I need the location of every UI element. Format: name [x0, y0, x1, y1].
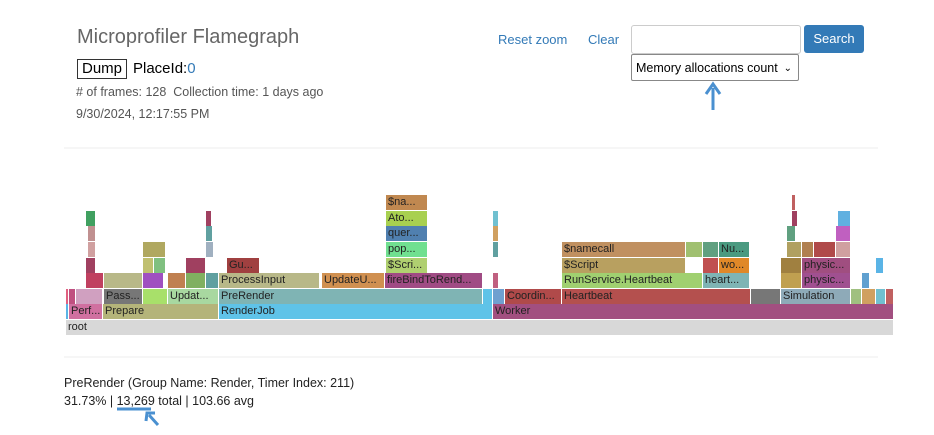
frame[interactable]: Simulation	[781, 288, 851, 304]
timestamp: 9/30/2024, 12:17:55 PM	[76, 107, 210, 121]
frame[interactable]	[69, 288, 76, 304]
reset-zoom[interactable]: Reset zoom	[498, 32, 568, 47]
frame[interactable]	[206, 226, 213, 242]
frame[interactable]	[86, 210, 96, 226]
frame[interactable]	[802, 242, 814, 257]
frame[interactable]	[751, 288, 781, 304]
frame[interactable]	[206, 273, 219, 289]
frame[interactable]	[836, 242, 851, 257]
frame[interactable]	[76, 288, 103, 304]
title: Microprofiler Flamegraph	[77, 26, 300, 48]
frame[interactable]: Ato...	[386, 210, 428, 226]
frame[interactable]: wo...	[719, 257, 750, 273]
frame[interactable]: Coordin...	[505, 288, 562, 304]
frame[interactable]: PreRender	[219, 288, 483, 304]
frame[interactable]: Pass...	[104, 288, 143, 304]
place-id-link[interactable]: 0	[187, 60, 196, 77]
frame[interactable]	[703, 242, 719, 257]
frame[interactable]	[186, 273, 206, 289]
frame[interactable]	[483, 288, 493, 304]
frame[interactable]	[66, 288, 69, 304]
frame[interactable]	[862, 288, 876, 304]
frame[interactable]: $Scri...	[386, 257, 428, 273]
frame[interactable]	[836, 226, 851, 242]
frame[interactable]: Gu...	[227, 257, 260, 273]
frame[interactable]	[781, 273, 802, 289]
frame[interactable]	[86, 273, 104, 289]
frame[interactable]	[493, 273, 499, 289]
frame[interactable]	[143, 288, 168, 304]
frame[interactable]: Worker	[493, 304, 894, 320]
frame[interactable]: Perf...	[69, 304, 103, 320]
frame[interactable]: Heartbeat	[562, 288, 751, 304]
frame[interactable]	[787, 242, 802, 257]
frame[interactable]	[493, 210, 499, 226]
frame[interactable]: RenderJob	[219, 304, 493, 320]
frame[interactable]: $Script	[562, 257, 686, 273]
frames-info: # of frames: 128 Collection time: 1 days…	[76, 85, 324, 99]
frame[interactable]	[168, 273, 186, 289]
clear[interactable]: Clear	[588, 32, 620, 47]
place-id: PlaceId:0	[133, 60, 196, 78]
arrow	[147, 413, 160, 427]
frame[interactable]	[862, 273, 870, 289]
frame[interactable]	[86, 257, 96, 273]
frame[interactable]	[493, 242, 499, 257]
chevron: ⌄	[783, 63, 792, 74]
mode-select[interactable]: Memory allocations count ⌄	[631, 54, 799, 81]
details-title: PreRender (Group Name: Render, Timer Ind…	[64, 376, 355, 390]
frame[interactable]	[206, 242, 214, 257]
frame[interactable]: physic...	[802, 257, 851, 273]
frame[interactable]: Nu...	[719, 242, 750, 257]
frame[interactable]	[781, 257, 802, 273]
arrow-head	[144, 411, 155, 422]
frame[interactable]: Updat...	[168, 288, 219, 304]
frame[interactable]: quer...	[386, 226, 428, 242]
search-input[interactable]	[631, 25, 801, 54]
frame[interactable]	[143, 242, 166, 257]
search-button[interactable]: Search	[804, 25, 864, 53]
frame[interactable]	[493, 288, 505, 304]
frame[interactable]	[703, 257, 719, 273]
frame[interactable]	[876, 257, 884, 273]
frame[interactable]	[686, 242, 703, 257]
frame[interactable]	[186, 257, 206, 273]
frame[interactable]	[838, 210, 851, 226]
frame[interactable]	[787, 226, 796, 242]
frame[interactable]: fireBindToRend...	[385, 273, 483, 289]
arrow-head	[704, 81, 722, 95]
frame[interactable]: heart...	[703, 273, 750, 289]
frame[interactable]	[143, 257, 154, 273]
frame[interactable]: $namecall	[562, 242, 686, 257]
frame[interactable]	[886, 288, 894, 304]
frame[interactable]: $na...	[386, 195, 428, 211]
dump-button[interactable]: Dump	[77, 59, 128, 79]
frame[interactable]: RunService.Heartbeat	[562, 273, 703, 289]
frame[interactable]	[143, 273, 164, 289]
frame[interactable]	[154, 257, 166, 273]
frame[interactable]: ProcessInput	[219, 273, 320, 289]
frame[interactable]	[88, 242, 96, 257]
frame[interactable]	[493, 226, 499, 242]
frame[interactable]	[792, 195, 796, 211]
frame[interactable]	[206, 210, 212, 226]
frame[interactable]	[88, 226, 96, 242]
frame[interactable]	[851, 288, 862, 304]
frame[interactable]	[66, 304, 69, 320]
frame[interactable]: physic...	[802, 273, 851, 289]
frame[interactable]: root	[66, 320, 894, 335]
frame[interactable]: pop...	[386, 242, 428, 257]
mode-select-text: Memory allocations count	[636, 61, 778, 75]
frame[interactable]: UpdateU...	[322, 273, 385, 289]
place-id-label: PlaceId:	[133, 60, 188, 77]
frame[interactable]: Prepare	[103, 304, 219, 320]
frame[interactable]	[792, 210, 798, 226]
frame[interactable]	[814, 242, 836, 257]
details-stats: 31.73% | 13,269 total | 103.66 avg	[64, 394, 254, 408]
frame[interactable]	[104, 273, 143, 289]
frame[interactable]	[876, 288, 886, 304]
